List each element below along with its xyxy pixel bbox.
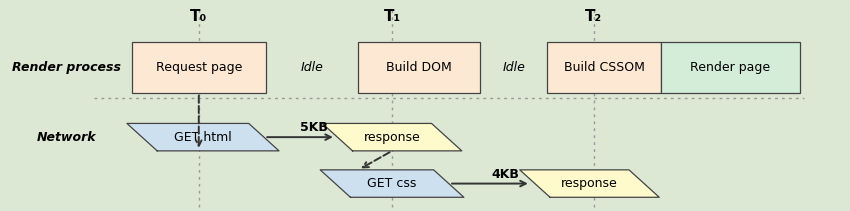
FancyBboxPatch shape [359,42,480,93]
Text: Request page: Request page [156,61,242,74]
Text: Render page: Render page [690,61,770,74]
Text: T₀: T₀ [190,9,207,24]
Text: T₂: T₂ [585,9,603,24]
Text: GET html: GET html [174,131,232,144]
Text: Build CSSOM: Build CSSOM [564,61,644,74]
FancyBboxPatch shape [132,42,266,93]
Text: Idle: Idle [301,61,324,74]
Text: Build DOM: Build DOM [387,61,452,74]
Text: Network: Network [37,131,97,144]
Text: T₁: T₁ [383,9,400,24]
Text: Render process: Render process [13,61,122,74]
Text: Idle: Idle [502,61,525,74]
Text: response: response [364,131,421,144]
Text: 5KB: 5KB [300,121,328,134]
Text: GET css: GET css [367,177,416,190]
Polygon shape [320,170,464,197]
Text: 4KB: 4KB [491,168,519,181]
FancyBboxPatch shape [547,42,661,93]
Text: response: response [561,177,618,190]
Polygon shape [519,170,660,197]
Polygon shape [127,123,279,151]
FancyBboxPatch shape [661,42,800,93]
Polygon shape [322,123,462,151]
